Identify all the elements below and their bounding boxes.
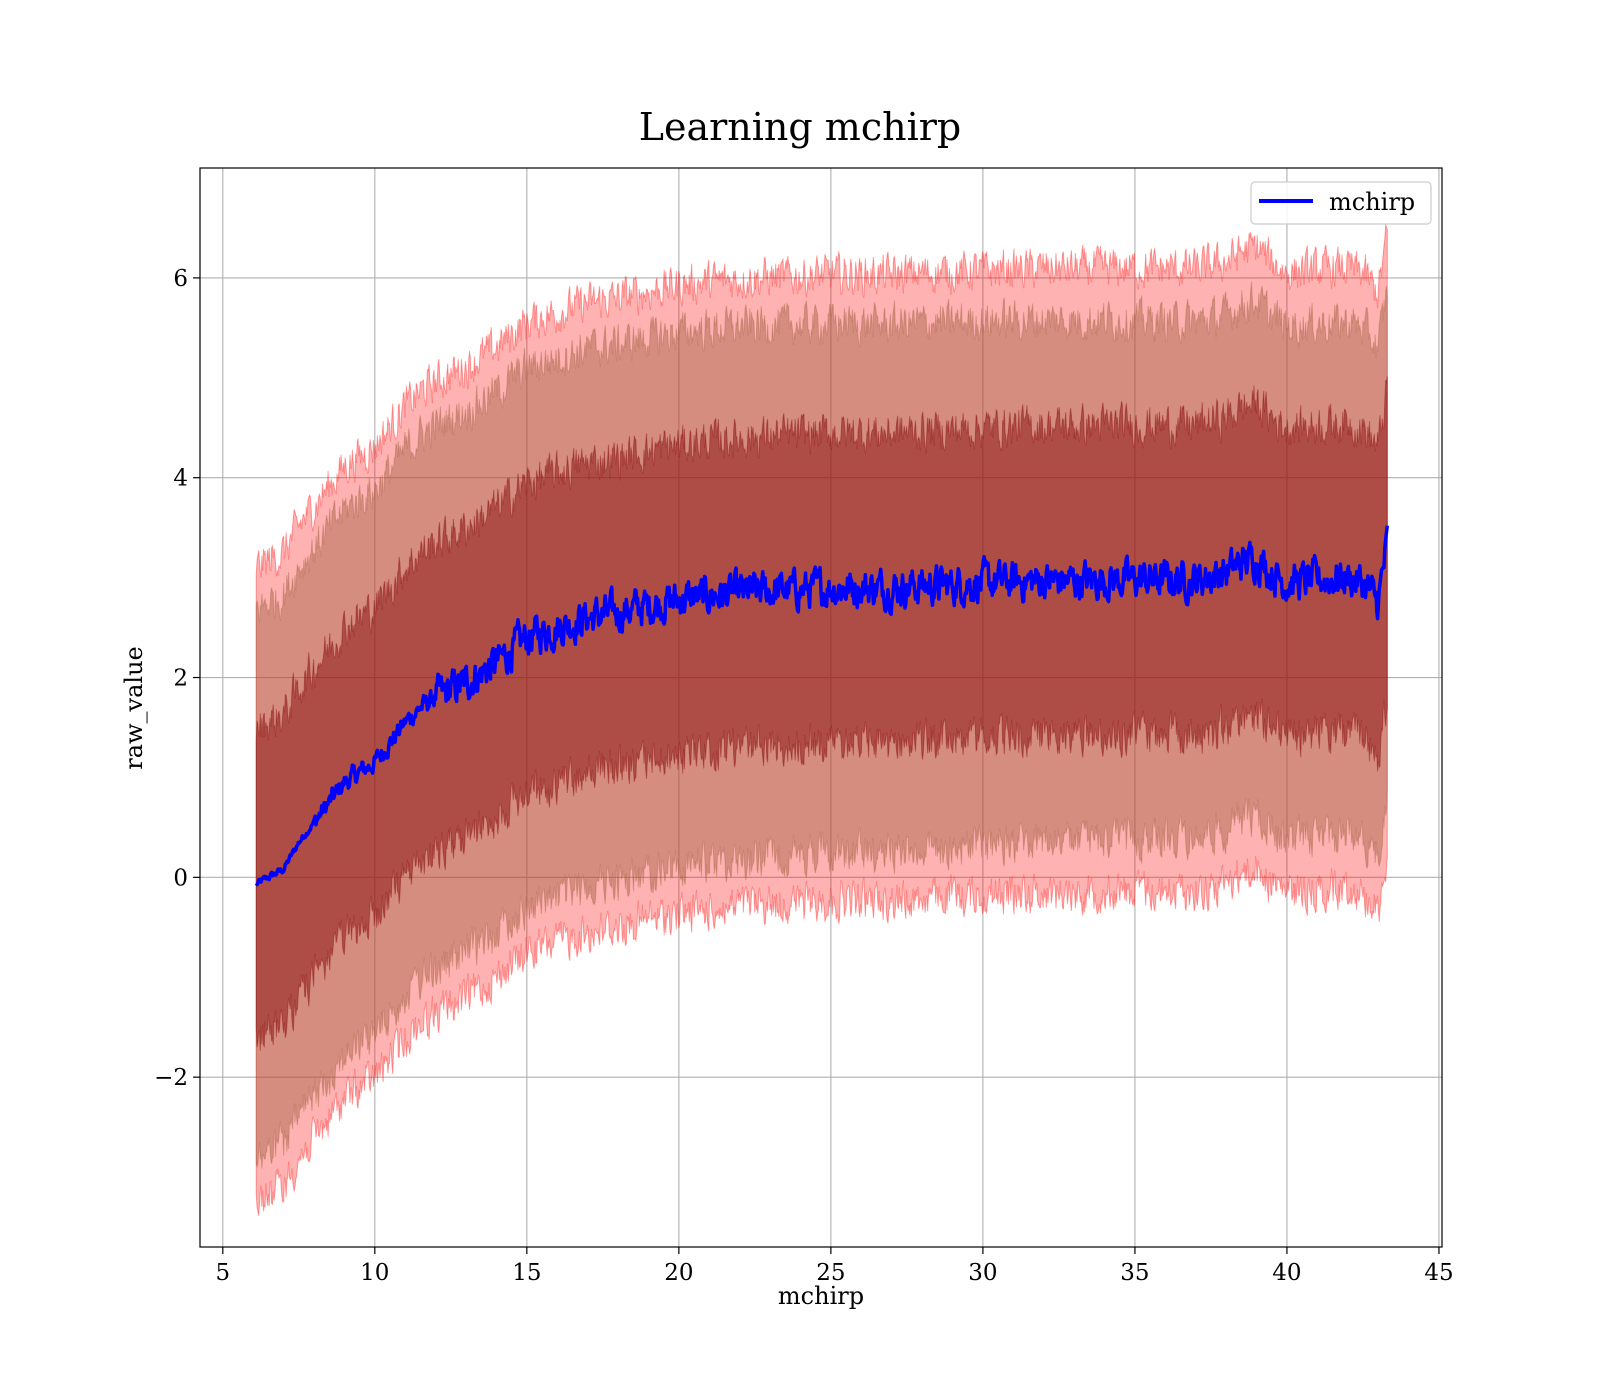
x-tick-label-15: 15 [512,1260,541,1286]
uncertainty-bands [255,224,1388,1216]
x-tick-label-5: 5 [215,1260,230,1286]
x-tick-label-35: 35 [1120,1260,1149,1286]
y-tick-label-0: 0 [173,865,188,891]
plot-frame [199,167,1443,1248]
chart-title: Learning mchirp [639,105,961,149]
ticks: 5 10 15 20 25 30 35 40 45 −2 0 2 4 6 [154,266,1454,1286]
grid [200,168,1442,1247]
legend-label-mchirp: mchirp [1329,188,1415,216]
x-tick-label-45: 45 [1424,1260,1453,1286]
y-tick-label-2: 2 [173,666,188,692]
x-tick-label-30: 30 [968,1260,997,1286]
x-tick-label-25: 25 [816,1260,845,1286]
x-tick-label-10: 10 [360,1260,389,1286]
legend: mchirp [1250,181,1432,225]
x-tick-label-20: 20 [664,1260,693,1286]
y-axis-label: raw_value [120,646,148,770]
series-line-mchirp [254,525,1390,887]
legend-box [1250,181,1432,225]
band-3-sigma [255,224,1388,1216]
x-axis-label: mchirp [778,1282,864,1310]
y-tick-label--2: −2 [154,1065,188,1091]
y-tick-label-6: 6 [173,266,188,292]
band-1-sigma [255,376,1388,1051]
series-lines [254,525,1390,887]
x-tick-label-40: 40 [1272,1260,1301,1286]
y-tick-label-4: 4 [173,466,188,492]
band-2-sigma [255,281,1388,1169]
